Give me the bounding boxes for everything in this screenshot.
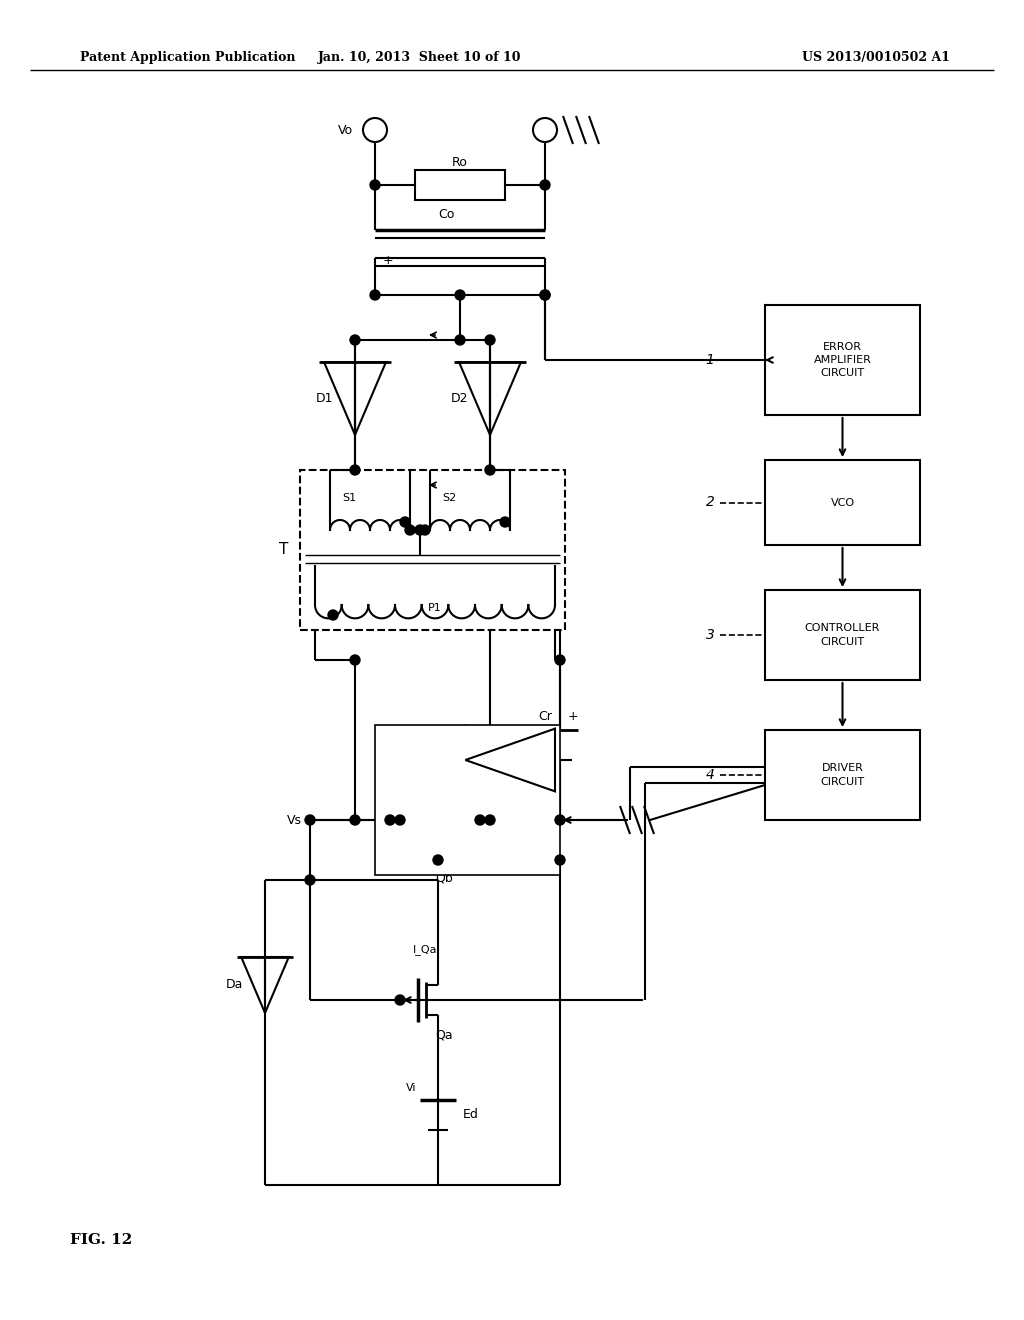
- Circle shape: [475, 814, 485, 825]
- Circle shape: [370, 290, 380, 300]
- Text: Co: Co: [438, 209, 455, 222]
- Circle shape: [485, 465, 495, 475]
- Circle shape: [455, 335, 465, 345]
- Circle shape: [555, 814, 565, 825]
- Text: T: T: [279, 543, 288, 557]
- Circle shape: [555, 655, 565, 665]
- Text: Ro: Ro: [452, 157, 468, 169]
- Text: Db: Db: [490, 734, 508, 747]
- Text: 1: 1: [706, 352, 715, 367]
- Bar: [765, 730, 920, 820]
- Circle shape: [350, 655, 360, 665]
- Circle shape: [395, 814, 406, 825]
- Text: +: +: [568, 710, 579, 722]
- Bar: [300, 470, 565, 630]
- Text: I_Qb: I_Qb: [413, 776, 437, 788]
- Circle shape: [420, 525, 430, 535]
- Circle shape: [305, 875, 315, 884]
- Text: I_Qa: I_Qa: [413, 945, 437, 956]
- Text: P1: P1: [428, 603, 442, 612]
- Circle shape: [555, 855, 565, 865]
- Circle shape: [485, 814, 495, 825]
- Circle shape: [455, 290, 465, 300]
- Circle shape: [350, 335, 360, 345]
- Text: VCO: VCO: [830, 498, 855, 507]
- Text: Ed: Ed: [463, 1109, 479, 1122]
- Circle shape: [328, 610, 338, 620]
- Text: ERROR
AMPLIFIER
CIRCUIT: ERROR AMPLIFIER CIRCUIT: [813, 342, 871, 379]
- Text: Qa: Qa: [435, 1028, 453, 1041]
- Text: S1: S1: [342, 492, 356, 503]
- Circle shape: [433, 855, 443, 865]
- Circle shape: [350, 465, 360, 475]
- Circle shape: [540, 290, 550, 300]
- Circle shape: [370, 180, 380, 190]
- Text: DRIVER
CIRCUIT: DRIVER CIRCUIT: [820, 763, 864, 787]
- Bar: [375, 725, 560, 875]
- Text: Patent Application Publication: Patent Application Publication: [80, 51, 296, 65]
- Circle shape: [540, 180, 550, 190]
- Bar: [765, 459, 920, 545]
- Text: CONTROLLER
CIRCUIT: CONTROLLER CIRCUIT: [805, 623, 881, 647]
- Circle shape: [385, 814, 395, 825]
- Circle shape: [305, 814, 315, 825]
- Text: Vi: Vi: [406, 1082, 416, 1093]
- Text: Da: Da: [225, 978, 243, 991]
- Text: Cr: Cr: [539, 710, 552, 722]
- Text: Jan. 10, 2013  Sheet 10 of 10: Jan. 10, 2013 Sheet 10 of 10: [318, 51, 522, 65]
- Circle shape: [540, 290, 550, 300]
- Bar: [765, 590, 920, 680]
- Text: US 2013/0010502 A1: US 2013/0010502 A1: [802, 51, 950, 65]
- Circle shape: [500, 517, 510, 527]
- Text: S2: S2: [442, 492, 457, 503]
- Text: Vs: Vs: [287, 813, 302, 826]
- Bar: [765, 305, 920, 414]
- Text: D2: D2: [451, 392, 468, 405]
- Circle shape: [406, 525, 415, 535]
- Bar: [415, 170, 505, 201]
- Text: D1: D1: [315, 392, 333, 405]
- Text: 2: 2: [706, 495, 715, 510]
- Circle shape: [350, 814, 360, 825]
- Text: Qb: Qb: [435, 871, 453, 884]
- Text: +: +: [383, 255, 393, 268]
- Circle shape: [395, 995, 406, 1005]
- Text: 3: 3: [706, 628, 715, 642]
- Circle shape: [400, 517, 410, 527]
- Circle shape: [415, 525, 425, 535]
- Text: 4: 4: [706, 768, 715, 781]
- Circle shape: [485, 335, 495, 345]
- Text: FIG. 12: FIG. 12: [70, 1233, 132, 1247]
- Text: Vo: Vo: [338, 124, 353, 136]
